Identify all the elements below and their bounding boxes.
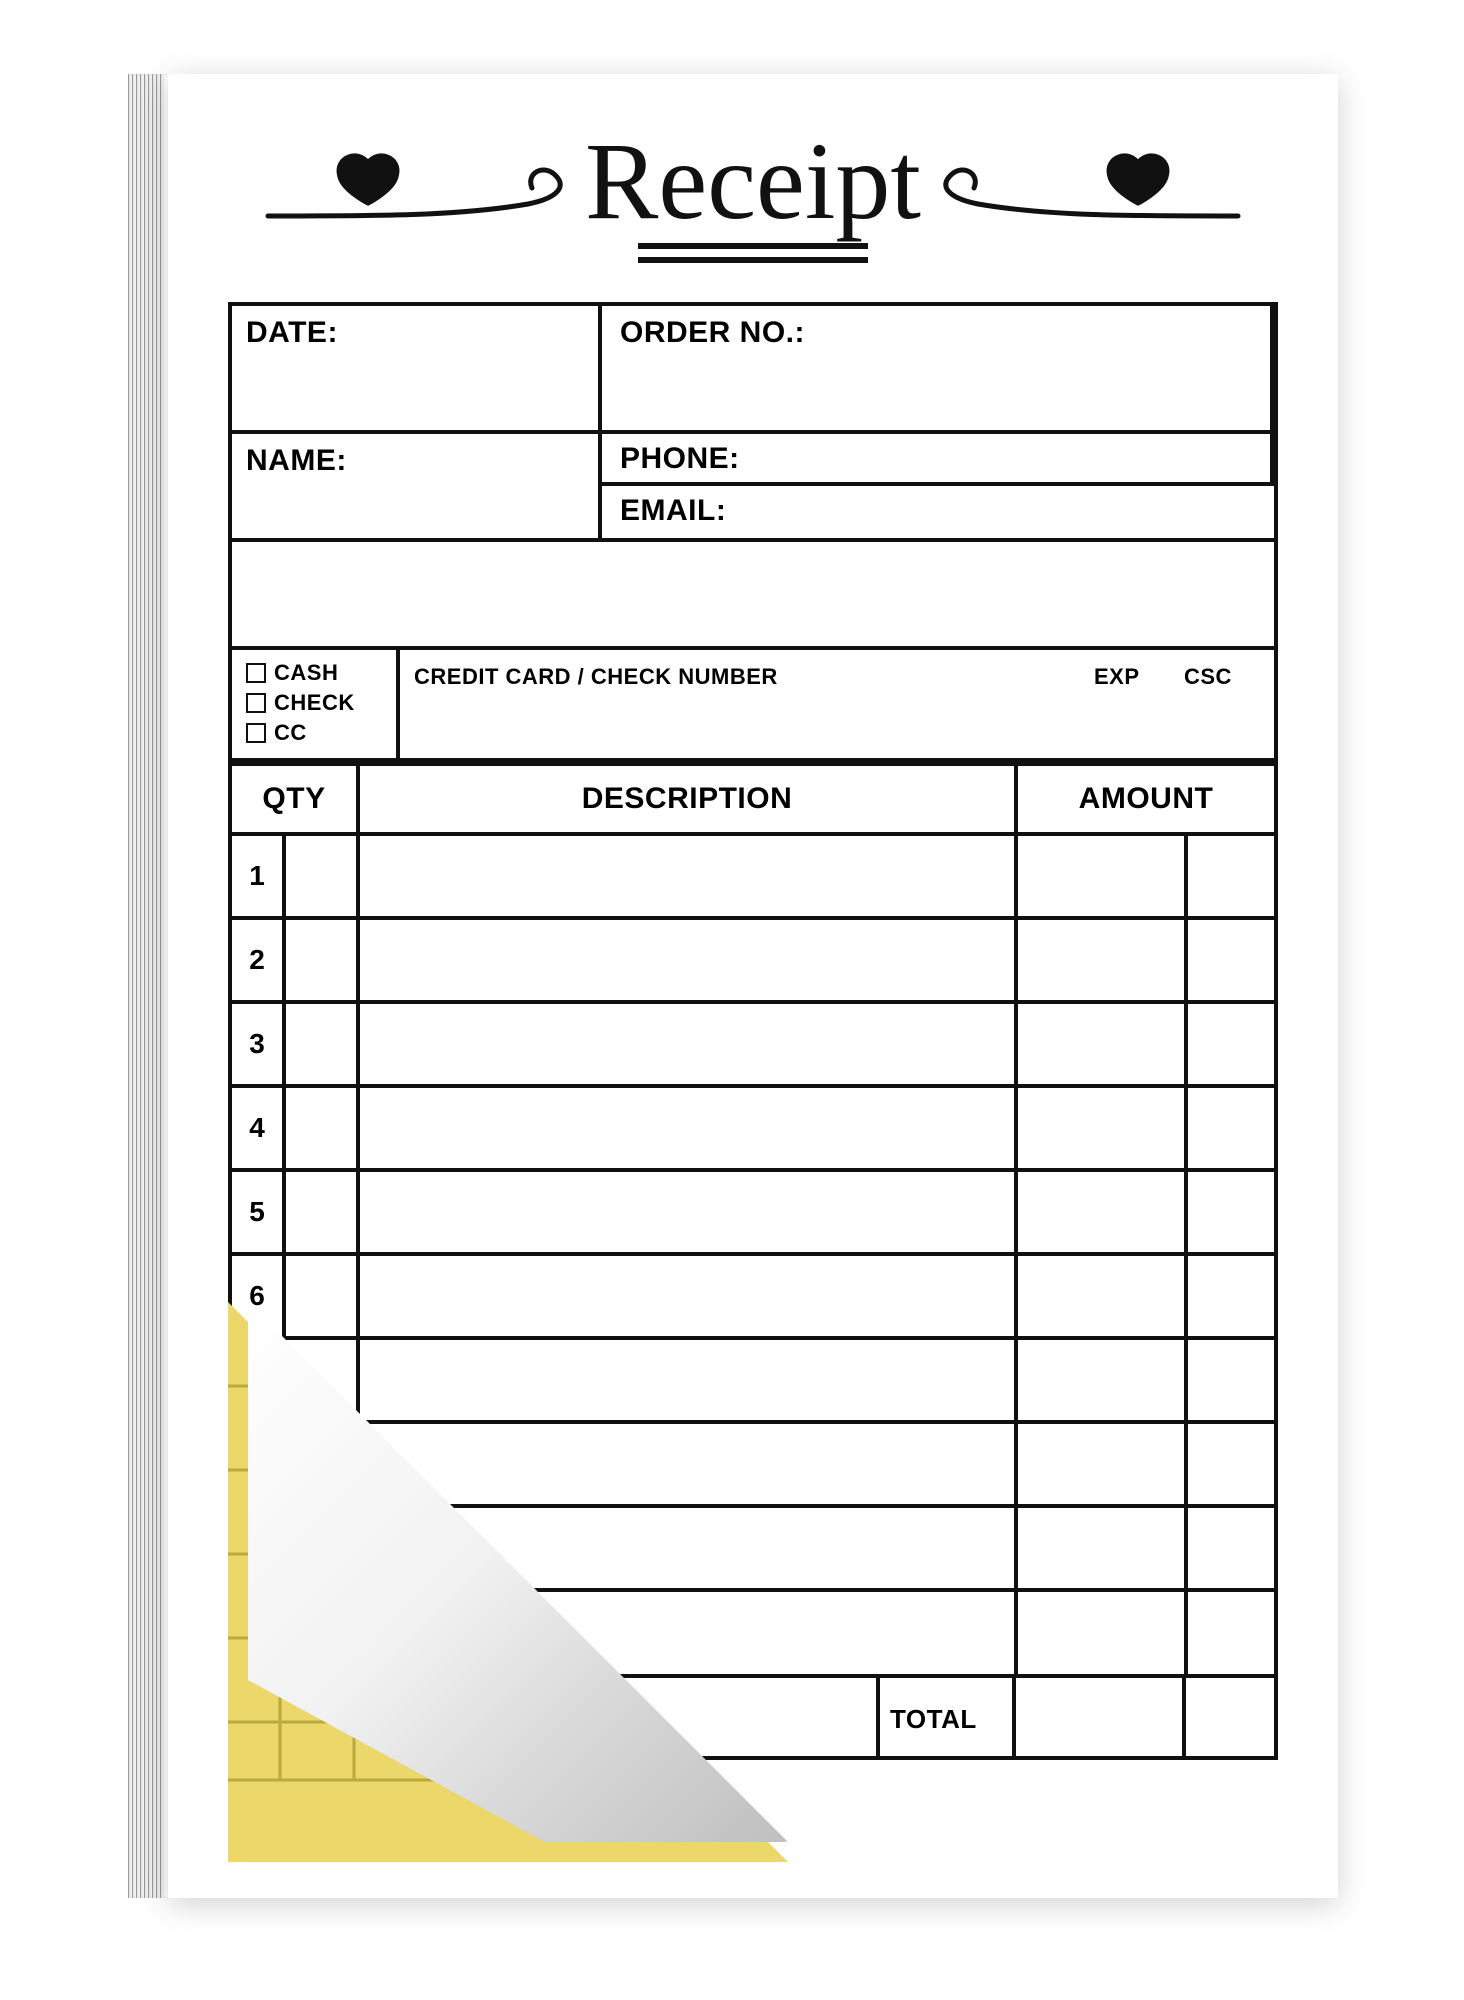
- description-cell[interactable]: [358, 1590, 1016, 1674]
- line-items-table: QTY DESCRIPTION AMOUNT 12345678910: [232, 762, 1274, 1674]
- total-amount-cents[interactable]: [1186, 1678, 1274, 1756]
- pad-spine: [128, 74, 168, 1898]
- amount-whole-cell[interactable]: [1016, 1422, 1186, 1506]
- payment-method-label: CC: [274, 720, 307, 746]
- qty-cell[interactable]: [284, 1170, 358, 1254]
- customer-info: DATE: ORDER NO.: NAME: PHONE: EMAIL:: [232, 306, 1274, 542]
- payment-method-label: CHECK: [274, 690, 355, 716]
- notes-field[interactable]: [232, 542, 1274, 650]
- payment-check[interactable]: CHECK: [246, 690, 388, 716]
- footer-row: SIGNED: TOTAL: [232, 1674, 1274, 1756]
- amount-cents-cell[interactable]: [1186, 1590, 1274, 1674]
- description-cell[interactable]: [358, 834, 1016, 918]
- receipt-heading: Receipt: [168, 108, 1338, 278]
- qty-cell[interactable]: [284, 1086, 358, 1170]
- table-row: 3: [232, 1002, 1274, 1086]
- amount-whole-cell[interactable]: [1016, 834, 1186, 918]
- email-field[interactable]: EMAIL:: [602, 488, 1274, 536]
- payment-methods: CASH CHECK CC: [232, 650, 400, 758]
- description-cell[interactable]: [358, 918, 1016, 1002]
- amount-cents-cell[interactable]: [1186, 1506, 1274, 1590]
- receipt-form: DATE: ORDER NO.: NAME: PHONE: EMAIL: CAS…: [228, 302, 1278, 1760]
- row-number: 6: [232, 1254, 284, 1338]
- row-number: 4: [232, 1086, 284, 1170]
- amount-whole-cell[interactable]: [1016, 1506, 1186, 1590]
- col-qty: QTY: [232, 764, 358, 834]
- row-number: 5: [232, 1170, 284, 1254]
- signed-field[interactable]: SIGNED:: [232, 1678, 880, 1756]
- col-description: DESCRIPTION: [358, 764, 1016, 834]
- col-amount: AMOUNT: [1016, 764, 1274, 834]
- cc-number-field[interactable]: CREDIT CARD / CHECK NUMBER: [400, 650, 1094, 758]
- table-row: 4: [232, 1086, 1274, 1170]
- total-label: TOTAL: [880, 1678, 1016, 1756]
- name-field[interactable]: NAME:: [232, 430, 602, 538]
- table-row: 9: [232, 1506, 1274, 1590]
- payment-method-label: CASH: [274, 660, 338, 686]
- qty-cell[interactable]: [284, 1254, 358, 1338]
- amount-cents-cell[interactable]: [1186, 1254, 1274, 1338]
- table-row: 1: [232, 834, 1274, 918]
- amount-cents-cell[interactable]: [1186, 1002, 1274, 1086]
- receipt-script-svg: Receipt: [258, 108, 1248, 278]
- description-cell[interactable]: [358, 1338, 1016, 1422]
- qty-cell[interactable]: [284, 1422, 358, 1506]
- cc-csc-field[interactable]: CSC: [1184, 650, 1274, 758]
- row-number: 2: [232, 918, 284, 1002]
- description-cell[interactable]: [358, 1170, 1016, 1254]
- description-cell[interactable]: [358, 1086, 1016, 1170]
- row-number: 3: [232, 1002, 284, 1086]
- table-row: 8: [232, 1422, 1274, 1506]
- row-number: 7: [232, 1338, 284, 1422]
- amount-whole-cell[interactable]: [1016, 1086, 1186, 1170]
- qty-cell[interactable]: [284, 1506, 358, 1590]
- table-row: 10: [232, 1590, 1274, 1674]
- qty-cell[interactable]: [284, 1338, 358, 1422]
- payment-cash[interactable]: CASH: [246, 660, 388, 686]
- total-amount-whole[interactable]: [1016, 1678, 1186, 1756]
- row-number: 8: [232, 1422, 284, 1506]
- description-cell[interactable]: [358, 1002, 1016, 1086]
- description-cell[interactable]: [358, 1422, 1016, 1506]
- checkbox-icon[interactable]: [246, 663, 266, 683]
- order-field[interactable]: ORDER NO.:: [602, 306, 1274, 430]
- amount-cents-cell[interactable]: [1186, 1338, 1274, 1422]
- amount-whole-cell[interactable]: [1016, 1254, 1186, 1338]
- table-row: 7: [232, 1338, 1274, 1422]
- amount-whole-cell[interactable]: [1016, 1590, 1186, 1674]
- amount-cents-cell[interactable]: [1186, 1086, 1274, 1170]
- table-row: 2: [232, 918, 1274, 1002]
- qty-cell[interactable]: [284, 1002, 358, 1086]
- checkbox-icon[interactable]: [246, 693, 266, 713]
- amount-cents-cell[interactable]: [1186, 918, 1274, 1002]
- amount-cents-cell[interactable]: [1186, 1170, 1274, 1254]
- amount-whole-cell[interactable]: [1016, 918, 1186, 1002]
- amount-whole-cell[interactable]: [1016, 1338, 1186, 1422]
- table-row: 6: [232, 1254, 1274, 1338]
- phone-field[interactable]: PHONE:: [602, 430, 1274, 486]
- row-number: 10: [232, 1590, 284, 1674]
- receipt-title-text: Receipt: [585, 120, 921, 242]
- checkbox-icon[interactable]: [246, 723, 266, 743]
- row-number: 1: [232, 834, 284, 918]
- date-field[interactable]: DATE:: [232, 306, 602, 430]
- payment-row: CASH CHECK CC CREDIT CARD / CHECK NUMBER…: [232, 650, 1274, 762]
- amount-cents-cell[interactable]: [1186, 1422, 1274, 1506]
- cc-exp-field[interactable]: EXP: [1094, 650, 1184, 758]
- row-number: 9: [232, 1506, 284, 1590]
- qty-cell[interactable]: [284, 834, 358, 918]
- amount-whole-cell[interactable]: [1016, 1170, 1186, 1254]
- payment-cc[interactable]: CC: [246, 720, 388, 746]
- line-items-body: 12345678910: [232, 834, 1274, 1674]
- description-cell[interactable]: [358, 1254, 1016, 1338]
- receipt-page: Receipt DATE: ORDER NO.: NAME: PHONE: EM…: [168, 74, 1338, 1898]
- amount-whole-cell[interactable]: [1016, 1002, 1186, 1086]
- description-cell[interactable]: [358, 1506, 1016, 1590]
- amount-cents-cell[interactable]: [1186, 834, 1274, 918]
- qty-cell[interactable]: [284, 1590, 358, 1674]
- qty-cell[interactable]: [284, 918, 358, 1002]
- table-row: 5: [232, 1170, 1274, 1254]
